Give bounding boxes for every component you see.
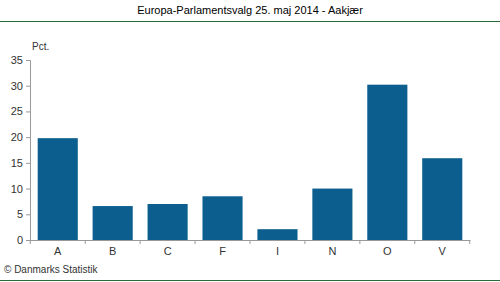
x-separators — [30, 240, 469, 244]
y-tick-label: 25 — [11, 105, 23, 117]
y-tick-mark — [26, 60, 30, 61]
x-tick-label: B — [109, 245, 116, 257]
bar — [257, 229, 297, 240]
x-separator — [250, 240, 251, 244]
bar — [202, 196, 242, 240]
y-tick-mark — [26, 240, 30, 241]
bar — [422, 158, 462, 240]
y-tick: 35 — [11, 54, 30, 66]
y-tick-label: 30 — [11, 80, 23, 92]
x-tick: A — [54, 240, 62, 257]
y-tick-label: 0 — [17, 234, 23, 246]
bar — [38, 138, 78, 240]
bottom-rule — [0, 280, 500, 281]
bars — [38, 85, 463, 240]
y-tick-mark — [26, 189, 30, 190]
y-tick-mark — [26, 163, 30, 164]
y-tick-label: 20 — [11, 131, 23, 143]
y-axis-line — [26, 61, 31, 241]
source: © Danmarks Statistik — [4, 264, 99, 275]
plot: 0 5 10 15 20 25 30 35 A B C F I N O V — [11, 54, 471, 257]
x-tick: B — [109, 240, 116, 257]
y-tick: 0 — [17, 234, 30, 246]
x-tick-label: V — [439, 245, 447, 257]
y-label: Pct. — [32, 41, 49, 52]
y-tick: 25 — [11, 105, 30, 117]
x-separator — [140, 240, 141, 244]
y-tick-label: 10 — [11, 183, 23, 195]
x-separator — [469, 240, 470, 244]
x-tick-label: N — [328, 245, 336, 257]
y-tick-mark — [26, 86, 30, 87]
bar — [367, 85, 407, 240]
x-tick-label: A — [54, 245, 62, 257]
y-tick-mark — [26, 214, 30, 215]
y-tick-label: 5 — [17, 208, 23, 220]
x-separator — [359, 240, 360, 244]
y-tick-mark — [26, 111, 30, 112]
y-tick-mark — [26, 137, 30, 138]
x-tick-label: F — [219, 245, 226, 257]
x-separator — [85, 240, 86, 244]
x-separator — [195, 240, 196, 244]
x-tick-label: I — [276, 245, 279, 257]
x-tick: F — [219, 240, 226, 257]
x-tick: O — [383, 240, 392, 257]
y-axis: 0 5 10 15 20 25 30 35 — [11, 54, 31, 246]
x-separator — [414, 240, 415, 244]
x-tick: V — [439, 240, 447, 257]
x-separator — [30, 240, 31, 244]
x-axis: ABCFINOV — [31, 240, 471, 257]
x-tick-label: O — [383, 245, 392, 257]
x-tick: C — [164, 240, 172, 257]
y-tick: 10 — [11, 183, 30, 195]
chart: Europa-Parlamentsvalg 25. maj 2014 - Aak… — [0, 0, 500, 282]
y-tick: 20 — [11, 131, 30, 143]
bar — [93, 206, 133, 240]
x-separator — [304, 240, 305, 244]
y-tick: 5 — [17, 208, 30, 220]
x-tick: N — [328, 240, 336, 257]
title-rule — [0, 21, 500, 22]
y-tick: 30 — [11, 80, 30, 92]
x-tick-label: C — [164, 245, 172, 257]
bar — [312, 189, 352, 240]
y-tick-label: 35 — [11, 54, 23, 66]
title: Europa-Parlamentsvalg 25. maj 2014 - Aak… — [137, 4, 363, 16]
x-tick: I — [276, 240, 279, 257]
y-tick-label: 15 — [11, 157, 23, 169]
bar — [148, 204, 188, 240]
y-tick: 15 — [11, 157, 30, 169]
